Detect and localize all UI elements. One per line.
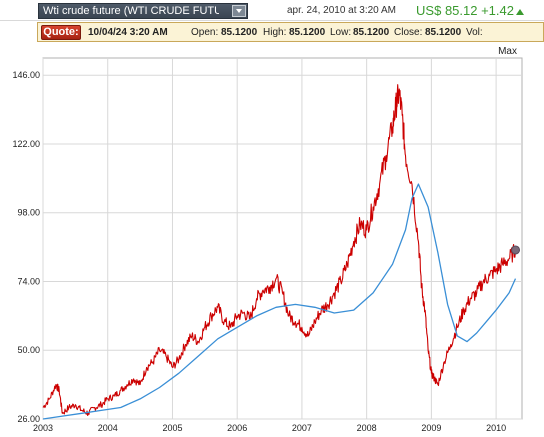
plot-frame: [42, 57, 523, 420]
chevron-down-icon[interactable]: [232, 5, 246, 17]
y-tick-label: 98.00: [17, 208, 40, 218]
y-tick-label: 74.00: [17, 276, 40, 286]
symbol-name[interactable]: Wti crude future (WTI CRUDE FUTURE: [43, 5, 219, 17]
low-label: Low:: [330, 27, 352, 38]
current-price: US$ 85.12 +1.42: [416, 3, 514, 18]
open-value: 85.1200: [221, 27, 258, 38]
low-value: 85.1200: [353, 27, 390, 38]
range-max-button[interactable]: Max: [498, 46, 517, 57]
x-tick-label: 2003: [33, 423, 53, 433]
x-tick-label: 2007: [292, 423, 312, 433]
high-label: High:: [263, 27, 287, 38]
open-label: Open:: [191, 27, 219, 38]
close-label: Close:: [394, 27, 423, 38]
x-tick-label: 2006: [227, 423, 247, 433]
quote-date: apr. 24, 2010 at 3:20 AM: [287, 5, 396, 16]
x-tick-label: 2005: [162, 423, 182, 433]
x-tick-label: 2008: [357, 423, 377, 433]
x-tick-label: 2010: [486, 423, 506, 433]
last-price-marker: [511, 245, 521, 255]
vol-label: Vol:: [466, 27, 483, 38]
grid: [42, 57, 523, 420]
x-tick-label: 2009: [421, 423, 441, 433]
average-series-line: [42, 183, 517, 420]
symbol-selector[interactable]: Wti crude future (WTI CRUDE FUTURE: [38, 3, 248, 19]
high-value: 85.1200: [289, 27, 326, 38]
y-tick-label: 50.00: [17, 345, 40, 355]
y-tick-label: 26.00: [17, 414, 40, 424]
quote-button[interactable]: Quote:: [41, 25, 81, 40]
close-value: 85.1200: [425, 27, 462, 38]
up-arrow-icon: [516, 9, 524, 15]
price-series-line: [42, 84, 517, 417]
series: [42, 84, 521, 420]
quote-datetime: 10/04/24 3:20 AM: [88, 27, 168, 38]
header-bar: Wti crude future (WTI CRUDE FUTURE apr. …: [0, 0, 544, 21]
x-tick-label: 2004: [98, 423, 118, 433]
y-tick-label: 146.00: [12, 70, 40, 80]
quote-bar: Quote: 10/04/24 3:20 AM Open: 85.1200 Hi…: [37, 22, 544, 42]
y-tick-label: 122.00: [12, 139, 40, 149]
